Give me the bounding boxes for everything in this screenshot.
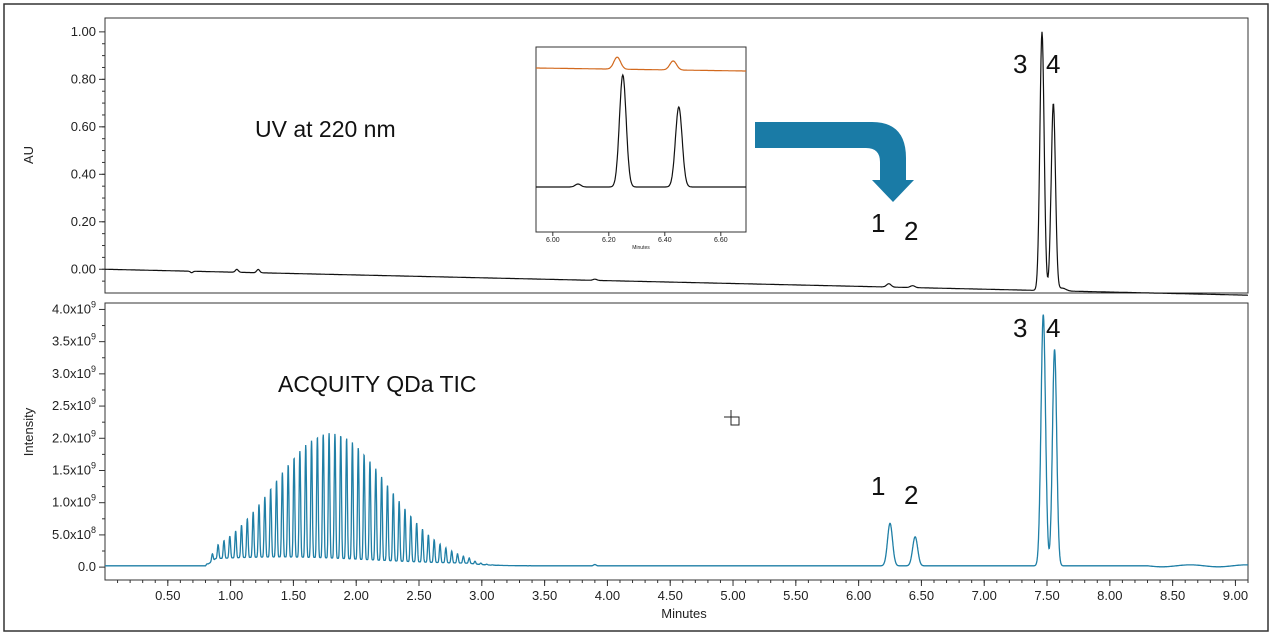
uv-trace bbox=[105, 31, 1248, 296]
tic-ytick-label: 2.5x109 bbox=[52, 396, 96, 413]
tic-peak-label-1: 1 bbox=[871, 471, 885, 501]
inset-orange-trace bbox=[536, 56, 746, 72]
x-tick-label: 2.50 bbox=[406, 588, 431, 603]
uv-panel-frame bbox=[104, 17, 1249, 294]
tic-ytick-label: 3.5x109 bbox=[52, 332, 96, 349]
x-tick-label: 4.50 bbox=[658, 588, 683, 603]
uv-ytick-label: 0.60 bbox=[71, 119, 96, 134]
x-tick-label: 2.00 bbox=[344, 588, 369, 603]
x-tick-label: 5.50 bbox=[783, 588, 808, 603]
tic-peak-label-4: 4 bbox=[1046, 313, 1060, 343]
uv-ylabel: AU bbox=[21, 146, 36, 164]
tic-ytick-label: 4.0x109 bbox=[52, 299, 96, 316]
tic-ylabel: Intensity bbox=[21, 407, 36, 456]
uv-y-axis: 1.00 0.80 0.60 0.40 0.20 0.00 bbox=[71, 24, 105, 282]
tic-ytick-label: 1.5x109 bbox=[52, 460, 96, 477]
tic-panel-frame bbox=[104, 302, 1249, 581]
x-axis-title: Minutes bbox=[661, 606, 707, 621]
uv-ytick-label: 0.80 bbox=[71, 71, 96, 86]
inset-black-trace bbox=[536, 73, 746, 188]
x-tick-label: 9.00 bbox=[1223, 588, 1248, 603]
tic-trace bbox=[105, 314, 1248, 568]
x-tick-label: 6.00 bbox=[846, 588, 871, 603]
tic-ytick-label: 2.0x109 bbox=[52, 428, 96, 445]
tic-y-axis: 4.0x109 3.5x109 3.0x109 2.5x109 2.0x109 1.5x1… bbox=[52, 299, 105, 574]
x-tick-label: 8.50 bbox=[1160, 588, 1185, 603]
inset-tick-label: 6.60 bbox=[714, 237, 728, 244]
x-tick-label: 3.00 bbox=[469, 588, 494, 603]
x-tick-label: 4.00 bbox=[595, 588, 620, 603]
x-tick-label: 0.50 bbox=[155, 588, 180, 603]
uv-peak-label-3: 3 bbox=[1013, 49, 1027, 79]
tic-annotation: ACQUITY QDa TIC bbox=[278, 371, 477, 397]
figure-border bbox=[3, 3, 1269, 632]
uv-ytick-label: 0.20 bbox=[71, 214, 96, 229]
tic-peak-label-2: 2 bbox=[904, 480, 918, 510]
tic-ytick-label: 1.0x109 bbox=[52, 493, 96, 510]
uv-ytick-label: 0.00 bbox=[71, 261, 96, 276]
uv-peak-label-4: 4 bbox=[1046, 49, 1060, 79]
x-tick-label: 1.50 bbox=[281, 588, 306, 603]
inset-zoom: 6.00 6.20 6.40 6.60 Minutes bbox=[535, 46, 747, 251]
x-tick-label: 7.00 bbox=[972, 588, 997, 603]
uv-peak-label-2: 2 bbox=[904, 216, 918, 246]
x-tick-label: 8.00 bbox=[1097, 588, 1122, 603]
cursor-icon bbox=[724, 410, 740, 426]
x-tick-label: 7.50 bbox=[1034, 588, 1059, 603]
uv-ytick-label: 0.40 bbox=[71, 166, 96, 181]
inset-tick-label: 6.40 bbox=[658, 237, 672, 244]
tic-ytick-label: 5.0x108 bbox=[52, 525, 96, 542]
x-tick-label: 3.50 bbox=[532, 588, 557, 603]
x-tick-label: 6.50 bbox=[909, 588, 934, 603]
uv-peak-label-1: 1 bbox=[871, 208, 885, 238]
uv-ytick-label: 1.00 bbox=[71, 24, 96, 39]
tic-ytick-label: 0.0 bbox=[78, 559, 96, 574]
x-tick-label: 5.00 bbox=[720, 588, 745, 603]
tic-peak-label-3: 3 bbox=[1013, 313, 1027, 343]
inset-tick-label: 6.00 bbox=[546, 237, 560, 244]
x-axis: 0.50 1.00 1.50 2.00 2.50 3.00 3.50 4.00 4.50 5.00… bbox=[117, 580, 1249, 603]
uv-annotation: UV at 220 nm bbox=[255, 116, 396, 142]
inset-frame bbox=[535, 46, 747, 233]
inset-x-axis: 6.00 6.20 6.40 6.60 bbox=[546, 232, 728, 244]
zoom-arrow bbox=[755, 122, 914, 202]
tic-ytick-label: 3.0x109 bbox=[52, 364, 96, 381]
x-tick-label: 1.00 bbox=[218, 588, 243, 603]
inset-tick-label: 6.20 bbox=[602, 237, 616, 244]
inset-xlabel: Minutes bbox=[632, 245, 650, 251]
